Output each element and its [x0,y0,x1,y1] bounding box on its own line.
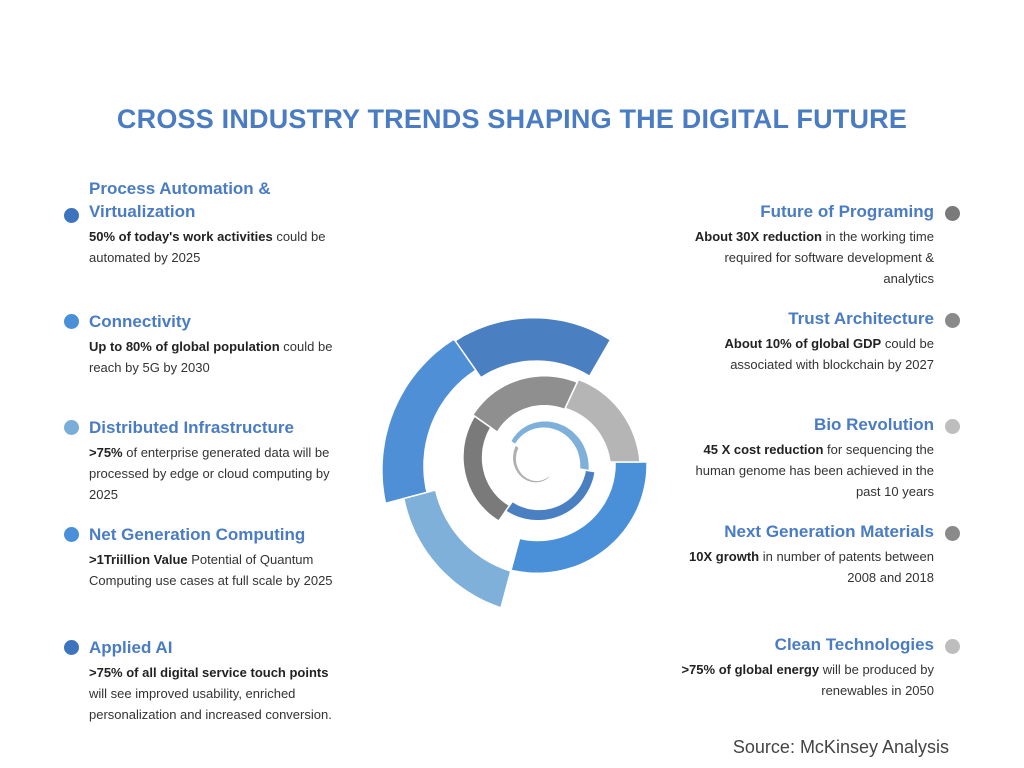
trend-heading: Bio Revolution [814,415,934,434]
spiral-segment [504,469,596,522]
bullet-dot-icon [64,208,79,223]
trend-item-connectivity: Connectivity Up to 80% of global populat… [64,310,344,378]
trend-description: Up to 80% of global population could be … [89,339,333,375]
spiral-segment [454,316,612,379]
trend-heading: Net Generation Computing [89,525,306,544]
source-note: Source: McKinsey Analysis [732,737,949,757]
trend-item-clean-technologies: Clean Technologies >75% of global energy… [680,633,960,701]
trend-item-bio-revolution: Bio Revolution 45 X cost reduction for s… [680,413,960,502]
trend-heading: Future of Programing [760,202,934,221]
trend-item-distributed-infrastructure: Distributed Infrastructure >75% of enter… [64,416,334,505]
spiral-segment [471,375,579,434]
bullet-dot-icon [945,639,960,654]
bullet-dot-icon [64,527,79,542]
trend-item-trust-architecture: Trust Architecture About 10% of global G… [680,307,960,375]
trend-item-process-automation: Process Automation & Virtualization 50% … [64,177,344,268]
trend-description: >75% of enterprise generated data will b… [89,445,330,502]
trend-item-net-generation-computing: Net Generation Computing >1Triillion Val… [64,523,334,591]
spiral-segment [402,489,512,609]
trend-description: >1Triillion Value Potential of Quantum C… [89,552,333,588]
bullet-dot-icon [945,526,960,541]
bullet-dot-icon [64,640,79,655]
trend-description: About 30X reduction in the working time … [694,229,934,286]
spiral-segment [381,338,477,505]
trend-description: >75% of all digital service touch points… [89,665,332,722]
bullet-dot-icon [945,313,960,328]
trend-heading: Connectivity [89,312,192,331]
spiral-segment [510,461,648,575]
trend-heading: Distributed Infrastructure [89,418,294,437]
trend-heading: Next Generation Materials [724,522,934,541]
spiral-segment [462,415,511,523]
trend-description: 50% of today's work activities could be … [89,229,326,265]
bullet-dot-icon [64,420,79,435]
trend-description: 10X growth in number of patents between … [689,549,934,585]
spiral-segment [563,378,641,463]
spiral-segment [509,419,591,472]
bullet-dot-icon [945,419,960,434]
spiral-segment [511,443,552,484]
trend-heading: Process Automation & Virtualization [89,179,271,221]
bullet-dot-icon [945,206,960,221]
trend-item-applied-ai: Applied AI >75% of all digital service t… [64,636,339,725]
trend-item-future-of-programing: Future of Programing About 30X reduction… [680,200,960,289]
bullet-dot-icon [64,314,79,329]
page-title: CROSS INDUSTRY TRENDS SHAPING THE DIGITA… [116,104,908,134]
trend-item-next-generation-materials: Next Generation Materials 10X growth in … [680,520,960,588]
trend-heading: Applied AI [89,638,173,657]
trend-description: 45 X cost reduction for sequencing the h… [695,442,934,499]
trend-heading: Trust Architecture [788,309,934,328]
trend-description: About 10% of global GDP could be associa… [724,336,935,372]
trend-description: >75% of global energy will be produced b… [681,662,934,698]
trend-heading: Clean Technologies [774,635,934,654]
